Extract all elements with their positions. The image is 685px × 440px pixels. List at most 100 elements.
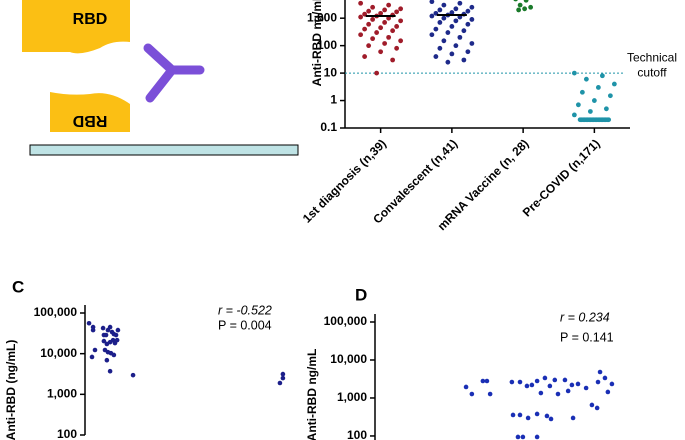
- y-tick-label: 1,000: [47, 387, 77, 401]
- data-point: [433, 54, 439, 59]
- y-tick-label: 100,000: [324, 314, 368, 328]
- panel-label: C: [12, 277, 24, 296]
- antibody: [143, 43, 205, 103]
- data-point: [394, 24, 400, 29]
- data-point: [386, 34, 392, 40]
- data-point: [513, 0, 518, 2]
- data-point: [469, 391, 475, 397]
- data-point: [538, 390, 544, 396]
- rbd-block: [50, 92, 130, 132]
- data-point: [100, 325, 106, 331]
- data-point: [441, 15, 447, 21]
- data-point: [565, 388, 571, 394]
- data-point: [522, 6, 528, 12]
- data-point: [587, 109, 593, 114]
- y-tick-label: 100,000: [34, 305, 78, 319]
- data-point: [89, 354, 95, 360]
- data-point: [90, 327, 96, 333]
- data-point: [517, 412, 523, 418]
- y-axis-label: Anti-RBD (ng/mL): [4, 340, 18, 440]
- data-point: [461, 57, 467, 63]
- data-point: [437, 20, 443, 25]
- y-tick-label: 1: [330, 93, 337, 107]
- data-point: [571, 112, 577, 118]
- rbd-label: RBD: [73, 112, 108, 129]
- data-point: [591, 98, 597, 103]
- data-point: [602, 375, 608, 381]
- data-point: [453, 6, 459, 12]
- data-point: [453, 18, 459, 24]
- data-point: [366, 21, 372, 27]
- data-point: [461, 28, 467, 34]
- data-point: [534, 411, 540, 417]
- data-point: [524, 383, 530, 389]
- data-point: [280, 371, 286, 377]
- data-point: [534, 378, 540, 384]
- y-tick-label: 1,000: [307, 10, 337, 24]
- data-point: [437, 7, 443, 13]
- data-point: [107, 324, 113, 330]
- y-tick-label: 100: [57, 427, 77, 440]
- data-point: [374, 30, 380, 35]
- y-tick-label: 10,000: [330, 352, 367, 366]
- data-point: [603, 106, 609, 112]
- data-point: [366, 8, 372, 14]
- y-axis-label: Anti-RBD ng/mL: [305, 349, 319, 440]
- data-point: [534, 434, 540, 440]
- data-point: [398, 38, 404, 44]
- plate-surface: [29, 144, 299, 156]
- data-point: [398, 18, 404, 24]
- data-point: [607, 93, 613, 99]
- data-point: [366, 43, 372, 49]
- data-point: [390, 57, 396, 63]
- data-point: [465, 8, 471, 14]
- data-point: [441, 38, 447, 44]
- data-point: [595, 85, 601, 90]
- data-point: [101, 338, 107, 344]
- data-point: [510, 412, 516, 418]
- data-point: [394, 45, 400, 51]
- data-point: [449, 51, 455, 57]
- data-point: [370, 36, 376, 42]
- data-point: [394, 9, 400, 15]
- data-point: [115, 327, 121, 333]
- data-point: [542, 375, 548, 381]
- data-point: [386, 2, 392, 8]
- data-point: [594, 405, 600, 411]
- data-point: [362, 54, 368, 59]
- data-point: [465, 21, 471, 27]
- data-point: [280, 375, 286, 381]
- data-point: [583, 76, 589, 82]
- data-point: [104, 357, 110, 363]
- data-point: [525, 415, 531, 421]
- data-point: [605, 389, 611, 395]
- data-point: [547, 383, 553, 389]
- data-point: [487, 391, 493, 397]
- data-point: [130, 372, 136, 378]
- data-point: [595, 379, 601, 385]
- data-point: [597, 369, 603, 375]
- data-point: [579, 89, 585, 95]
- data-point: [606, 117, 612, 123]
- data-point: [509, 379, 515, 385]
- data-point: [441, 2, 447, 8]
- data-point: [358, 0, 364, 6]
- data-point: [362, 26, 368, 32]
- x-tick-label: Pre-COVID (n,171): [520, 136, 603, 219]
- data-point: [517, 2, 523, 8]
- data-point: [583, 385, 589, 391]
- data-point: [429, 0, 435, 5]
- data-point: [358, 14, 364, 20]
- rbd-block: [22, 0, 130, 54]
- assay-diagram: RBD RBD: [22, 0, 299, 156]
- data-point: [449, 10, 455, 15]
- data-point: [529, 382, 535, 388]
- data-point: [358, 32, 364, 38]
- data-point: [480, 378, 486, 384]
- data-point: [589, 402, 595, 408]
- data-point: [609, 381, 615, 387]
- data-point: [374, 70, 380, 76]
- y-tick-label: 100: [317, 38, 337, 52]
- data-point: [457, 34, 463, 40]
